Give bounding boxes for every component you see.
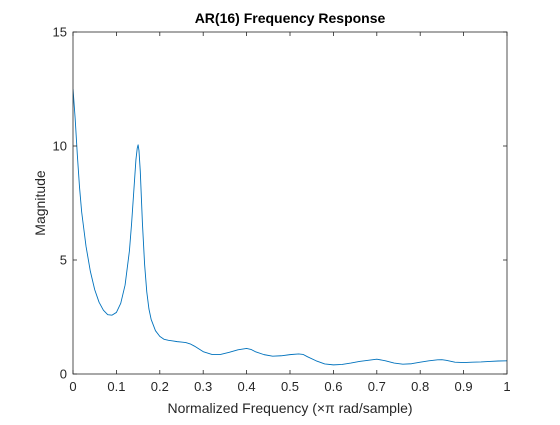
- chart-title: AR(16) Frequency Response: [195, 10, 386, 26]
- x-tick-label: 0.7: [368, 379, 386, 394]
- y-axis-ticks: 0 5 10 15: [53, 25, 507, 382]
- x-tick-label: 0.1: [107, 379, 125, 394]
- y-tick-label: 0: [60, 367, 67, 382]
- x-tick-label: 0.2: [151, 379, 169, 394]
- x-tick-label: 1: [503, 379, 510, 394]
- x-axis-ticks: 0 0.1 0.2 0.3 0.4 0.5 0.6 0.7 0.8 0.9 1: [69, 32, 511, 394]
- y-axis-label: Magnitude: [32, 170, 48, 236]
- x-tick-label: 0.5: [281, 379, 299, 394]
- plot-area-background: [73, 32, 507, 374]
- x-axis-label: Normalized Frequency (×π rad/sample): [167, 400, 412, 416]
- y-tick-label: 15: [53, 25, 67, 40]
- y-tick-label: 5: [60, 253, 67, 268]
- x-tick-label: 0: [69, 379, 76, 394]
- x-tick-label: 0.6: [324, 379, 342, 394]
- x-tick-label: 0.8: [411, 379, 429, 394]
- y-tick-label: 10: [53, 139, 67, 154]
- series-line: [73, 88, 507, 366]
- x-tick-label: 0.4: [238, 379, 256, 394]
- x-tick-label: 0.9: [455, 379, 473, 394]
- x-tick-label: 0.3: [194, 379, 212, 394]
